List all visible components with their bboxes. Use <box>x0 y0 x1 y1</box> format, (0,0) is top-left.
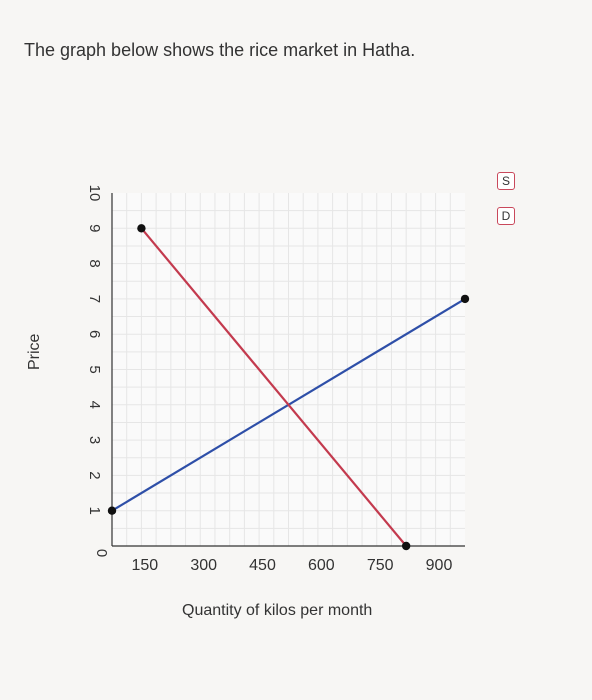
series-point-d <box>401 541 411 551</box>
chart-grid <box>112 193 465 546</box>
legend-supply[interactable]: S <box>497 172 515 190</box>
x-tick-label: 600 <box>308 557 335 574</box>
y-tick-label: 3 <box>86 436 103 444</box>
legend-demand-label: D <box>501 209 511 223</box>
legend-supply-label: S <box>501 174 510 188</box>
y-tick-label: 2 <box>86 471 103 479</box>
y-tick-label: 9 <box>86 224 103 232</box>
series-point-s <box>460 294 470 304</box>
x-axis-label: Quantity of kilos per month <box>182 602 373 619</box>
y-tick-label: 10 <box>86 185 103 202</box>
y-axis-label: Price <box>26 333 43 370</box>
y-tick-label: 5 <box>86 365 103 373</box>
x-tick-label: 300 <box>190 557 217 574</box>
y-tick-label: 8 <box>86 259 103 267</box>
y-tick-label: 7 <box>86 295 103 303</box>
x-tick-label: 450 <box>249 557 276 574</box>
x-tick-label: 150 <box>131 557 158 574</box>
legend-demand[interactable]: D <box>497 207 515 225</box>
y-tick-label: 4 <box>86 401 103 409</box>
x-tick-label: 750 <box>367 557 394 574</box>
x-tick-label: 900 <box>426 557 453 574</box>
chart-ticks: 1 2 3 4 5 6 7 8 9 10 0 150 300 450 600 750 900 <box>86 185 452 574</box>
series-line-d <box>140 227 408 547</box>
series-point-d <box>137 224 146 233</box>
origin-label: 0 <box>93 549 110 557</box>
series-point-s <box>107 506 117 515</box>
chart-lines <box>107 224 470 551</box>
question-text: The graph below shows the rice market in… <box>24 40 416 60</box>
y-tick-label: 1 <box>86 507 103 515</box>
y-tick-label: 6 <box>86 330 103 338</box>
